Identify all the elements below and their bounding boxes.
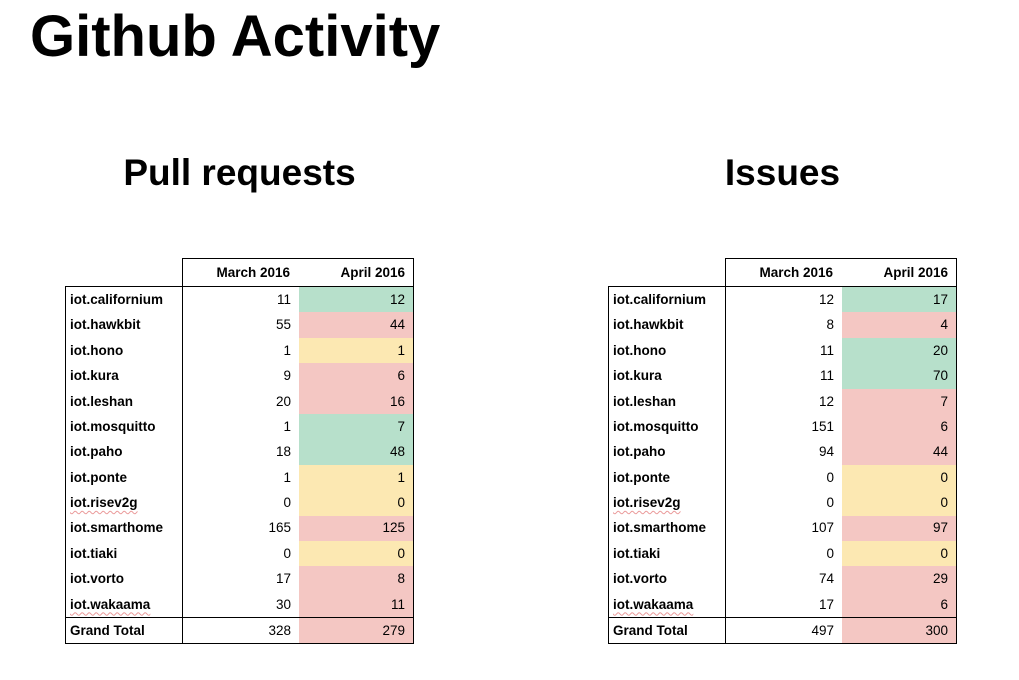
march-value: 107 xyxy=(811,520,834,536)
april-value: 20 xyxy=(842,337,956,364)
row-label: iot.paho xyxy=(66,439,183,465)
march-value: 9 xyxy=(283,368,291,384)
pull-requests-heading: Pull requests xyxy=(123,152,356,193)
march-value: 55 xyxy=(275,317,291,333)
april-value: 0 xyxy=(842,464,956,491)
row-label: iot.hono xyxy=(66,337,183,364)
march-value: 11 xyxy=(276,291,291,307)
row-label: iot.vorto xyxy=(66,566,183,592)
row-label: iot.ponte xyxy=(66,464,183,491)
slide-title: Github Activity xyxy=(30,4,441,69)
row-label: iot.ponte xyxy=(609,464,726,491)
grand-total-label: Grand Total xyxy=(66,617,183,643)
april-value: 44 xyxy=(842,439,956,465)
march-value: 17 xyxy=(818,596,834,612)
row-label: iot.risev2g xyxy=(66,490,183,516)
row-label: iot.smarthome xyxy=(66,515,183,541)
march-value: 94 xyxy=(818,444,834,460)
march-value: 30 xyxy=(275,596,291,612)
row-label: iot.hawkbit xyxy=(66,312,183,338)
april-value: 6 xyxy=(842,413,956,440)
row-label: iot.leshan xyxy=(609,388,726,414)
pull-requests-header-row: March 2016 April 2016 xyxy=(182,258,414,287)
april-value: 0 xyxy=(299,540,413,567)
march-value: 18 xyxy=(275,444,291,460)
april-value: 6 xyxy=(842,591,956,618)
march-value: 8 xyxy=(826,317,834,333)
grand-total-march-value: 497 xyxy=(726,617,842,643)
row-label: iot.californium xyxy=(66,287,183,313)
april-value: 70 xyxy=(842,363,956,389)
april-value: 0 xyxy=(299,490,413,516)
column-header-april: April 2016 xyxy=(883,264,948,280)
march-value: 165 xyxy=(268,520,291,536)
april-value: 97 xyxy=(842,515,956,541)
march-value: 1 xyxy=(283,469,291,485)
issues-table: iot.californium 12 17 iot.hawkbit 8 4 iot.hono… xyxy=(608,286,957,644)
row-label: iot.kura xyxy=(609,363,726,389)
march-value: 11 xyxy=(819,368,834,384)
march-value: 1 xyxy=(283,418,291,434)
row-label: iot.mosquitto xyxy=(66,413,183,440)
april-value: 44 xyxy=(299,312,413,338)
row-label: iot.kura xyxy=(66,363,183,389)
march-value: 0 xyxy=(826,469,834,485)
row-label: iot.wakaama xyxy=(66,591,183,618)
march-value: 20 xyxy=(275,393,291,409)
april-value: 8 xyxy=(299,566,413,592)
march-value: 11 xyxy=(819,342,834,358)
april-value: 6 xyxy=(299,363,413,389)
march-value: 0 xyxy=(283,495,291,511)
row-label: iot.hono xyxy=(609,337,726,364)
april-value: 17 xyxy=(842,287,956,313)
issues-heading: Issues xyxy=(724,152,841,193)
march-value: 74 xyxy=(818,571,834,587)
april-value: 125 xyxy=(299,515,413,541)
april-value: 4 xyxy=(842,312,956,338)
row-label: iot.paho xyxy=(609,439,726,465)
march-value: 0 xyxy=(283,545,291,561)
row-label: iot.tiaki xyxy=(609,540,726,567)
row-label: iot.tiaki xyxy=(66,540,183,567)
april-value: 1 xyxy=(299,337,413,364)
march-value: 1 xyxy=(283,342,291,358)
march-value: 0 xyxy=(826,495,834,511)
row-label: iot.risev2g xyxy=(609,490,726,516)
april-value: 7 xyxy=(842,388,956,414)
pull-requests-table: iot.californium 11 12 iot.hawkbit 55 44 iot.ho… xyxy=(65,286,414,644)
march-value: 17 xyxy=(275,571,291,587)
april-value: 0 xyxy=(842,540,956,567)
april-value: 1 xyxy=(299,464,413,491)
april-value: 48 xyxy=(299,439,413,465)
column-header-april: April 2016 xyxy=(340,264,405,280)
april-value: 11 xyxy=(299,591,413,618)
row-label: iot.hawkbit xyxy=(609,312,726,338)
april-value: 0 xyxy=(842,490,956,516)
april-value: 16 xyxy=(299,388,413,414)
grand-total-label: Grand Total xyxy=(609,617,726,643)
april-value: 29 xyxy=(842,566,956,592)
march-value: 0 xyxy=(826,545,834,561)
row-label: iot.smarthome xyxy=(609,515,726,541)
grand-total-april-value: 300 xyxy=(842,617,956,643)
grand-total-march-value: 328 xyxy=(183,617,299,643)
issues-header-row: March 2016 April 2016 xyxy=(725,258,957,287)
march-value: 151 xyxy=(811,418,834,434)
grand-total-april-value: 279 xyxy=(299,617,413,643)
march-value: 12 xyxy=(818,291,834,307)
row-label: iot.wakaama xyxy=(609,591,726,618)
row-label: iot.californium xyxy=(609,287,726,313)
column-header-march: March 2016 xyxy=(216,264,290,280)
row-label: iot.mosquitto xyxy=(609,413,726,440)
row-label: iot.leshan xyxy=(66,388,183,414)
april-value: 12 xyxy=(299,287,413,313)
row-label: iot.vorto xyxy=(609,566,726,592)
march-value: 12 xyxy=(818,393,834,409)
april-value: 7 xyxy=(299,413,413,440)
column-header-march: March 2016 xyxy=(759,264,833,280)
